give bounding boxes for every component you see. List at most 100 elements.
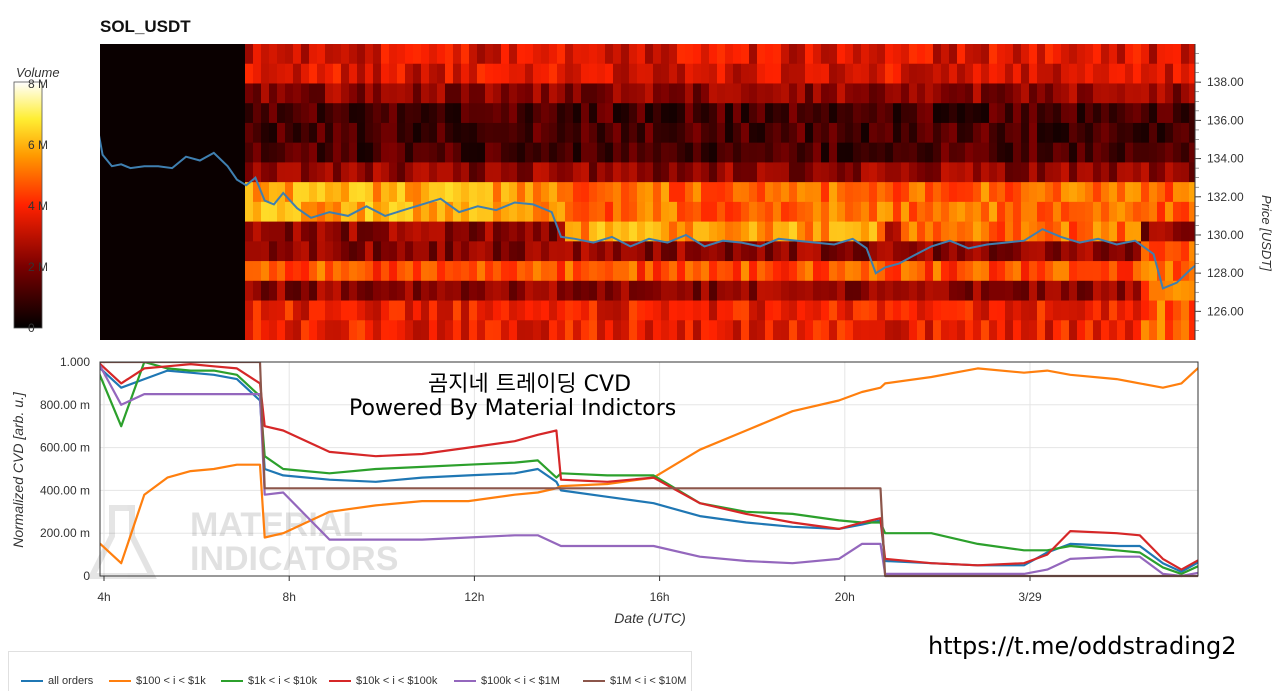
heatmap-cell xyxy=(717,280,726,302)
heatmap-cell xyxy=(405,280,414,302)
heatmap-cell xyxy=(1181,63,1190,84)
heatmap-cell xyxy=(909,261,918,282)
heatmap-cell xyxy=(613,142,622,163)
heatmap-cell xyxy=(837,142,846,163)
heatmap-cell xyxy=(597,201,606,223)
heatmap-cell xyxy=(733,162,742,183)
heatmap-cell xyxy=(517,241,526,262)
heatmap-cell xyxy=(461,83,470,104)
heatmap-cell xyxy=(597,320,606,340)
heatmap-cell xyxy=(1141,261,1150,282)
heatmap-cell xyxy=(965,162,974,183)
heatmap-cell xyxy=(685,122,694,144)
heatmap-cell xyxy=(709,261,718,282)
heatmap-cell xyxy=(1053,320,1062,340)
telegram-link[interactable]: https://t.me/oddstrading2 xyxy=(928,632,1237,660)
heatmap-cell xyxy=(741,44,750,65)
heatmap-cell xyxy=(333,300,342,321)
heatmap-cell xyxy=(893,261,902,282)
heatmap-cell xyxy=(685,261,694,282)
heatmap-cell xyxy=(597,44,606,65)
legend-item[interactable]: $100 < i < $1k xyxy=(109,675,206,687)
heatmap-cell xyxy=(357,103,366,124)
heatmap-cell xyxy=(661,162,670,183)
heatmap-cell xyxy=(1053,182,1062,203)
heatmap-cell xyxy=(437,280,446,302)
heatmap-cell xyxy=(301,280,310,302)
heatmap-cell xyxy=(301,63,310,84)
heatmap-cell xyxy=(653,103,662,124)
heatmap-cell xyxy=(853,261,862,282)
legend-item[interactable]: all orders xyxy=(21,675,93,687)
heatmap-cell xyxy=(733,44,742,65)
heatmap-cell xyxy=(1157,103,1166,124)
heatmap-cell xyxy=(957,142,966,163)
heatmap-cell xyxy=(653,142,662,163)
heatmap-cell xyxy=(317,103,326,124)
heatmap-cell xyxy=(781,221,790,242)
heatmap-cell xyxy=(1045,162,1054,183)
legend-item[interactable]: $1M < i < $10M xyxy=(583,675,686,687)
heatmap-cell xyxy=(405,320,414,340)
heatmap-cell xyxy=(381,201,390,223)
heatmap-cell xyxy=(621,122,630,144)
heatmap-cell xyxy=(1061,162,1070,183)
legend-item[interactable]: $100k < i < $1M xyxy=(454,675,560,687)
heatmap-cell xyxy=(1013,280,1022,302)
heatmap-cell xyxy=(821,103,830,124)
heatmap-cell xyxy=(621,261,630,282)
colorbar-label: Volume xyxy=(16,65,60,80)
heatmap-cell xyxy=(405,261,414,282)
heatmap-cell xyxy=(1093,320,1102,340)
heatmap-cell xyxy=(725,122,734,144)
heatmap-cell xyxy=(461,122,470,144)
heatmap-cell xyxy=(565,300,574,321)
heatmap-cell xyxy=(445,83,454,104)
heatmap-cell xyxy=(1181,83,1190,104)
heatmap-cell xyxy=(853,103,862,124)
heatmap-cell xyxy=(1037,103,1046,124)
heatmap-cell xyxy=(1029,162,1038,183)
heatmap-cell xyxy=(741,83,750,104)
heatmap-cell xyxy=(293,261,302,282)
heatmap-cell xyxy=(389,320,398,340)
heatmap-cell xyxy=(805,201,814,223)
heatmap-cell xyxy=(789,142,798,163)
heatmap-cell xyxy=(845,221,854,242)
heatmap-cell xyxy=(733,83,742,104)
heatmap-cell xyxy=(493,103,502,124)
heatmap-cell xyxy=(349,122,358,144)
heatmap-cell xyxy=(973,261,982,282)
heatmap-cell xyxy=(269,142,278,163)
heatmap-cell xyxy=(677,63,686,84)
heatmap-cell xyxy=(925,280,934,302)
heatmap-cell xyxy=(429,162,438,183)
heatmap-cell xyxy=(245,83,254,104)
heatmap-cell xyxy=(485,280,494,302)
heatmap-cell xyxy=(957,320,966,340)
heatmap-cell xyxy=(357,201,366,223)
heatmap-cell xyxy=(677,103,686,124)
heatmap-cell xyxy=(1165,320,1174,340)
heatmap-cell xyxy=(549,44,558,65)
heatmap-cell xyxy=(973,300,982,321)
heatmap-cell xyxy=(1109,44,1118,65)
heatmap-cell xyxy=(253,122,262,144)
heatmap-cell xyxy=(829,162,838,183)
heatmap-cell xyxy=(837,63,846,84)
heatmap-cell xyxy=(285,182,294,203)
legend-item[interactable]: $10k < i < $100k xyxy=(329,675,437,687)
heatmap-cell xyxy=(533,182,542,203)
heatmap-cell xyxy=(405,221,414,242)
heatmap-cell xyxy=(1173,63,1182,84)
heatmap-cell xyxy=(589,162,598,183)
heatmap-cell xyxy=(581,142,590,163)
legend-item[interactable]: $1k < i < $10k xyxy=(221,675,317,687)
heatmap-cell xyxy=(1053,44,1062,65)
heatmap-cell xyxy=(781,182,790,203)
heatmap-cell xyxy=(541,44,550,65)
heatmap-cell xyxy=(997,320,1006,340)
heatmap-cell xyxy=(629,182,638,203)
heatmap-cell xyxy=(1085,300,1094,321)
heatmap-cell xyxy=(845,320,854,340)
